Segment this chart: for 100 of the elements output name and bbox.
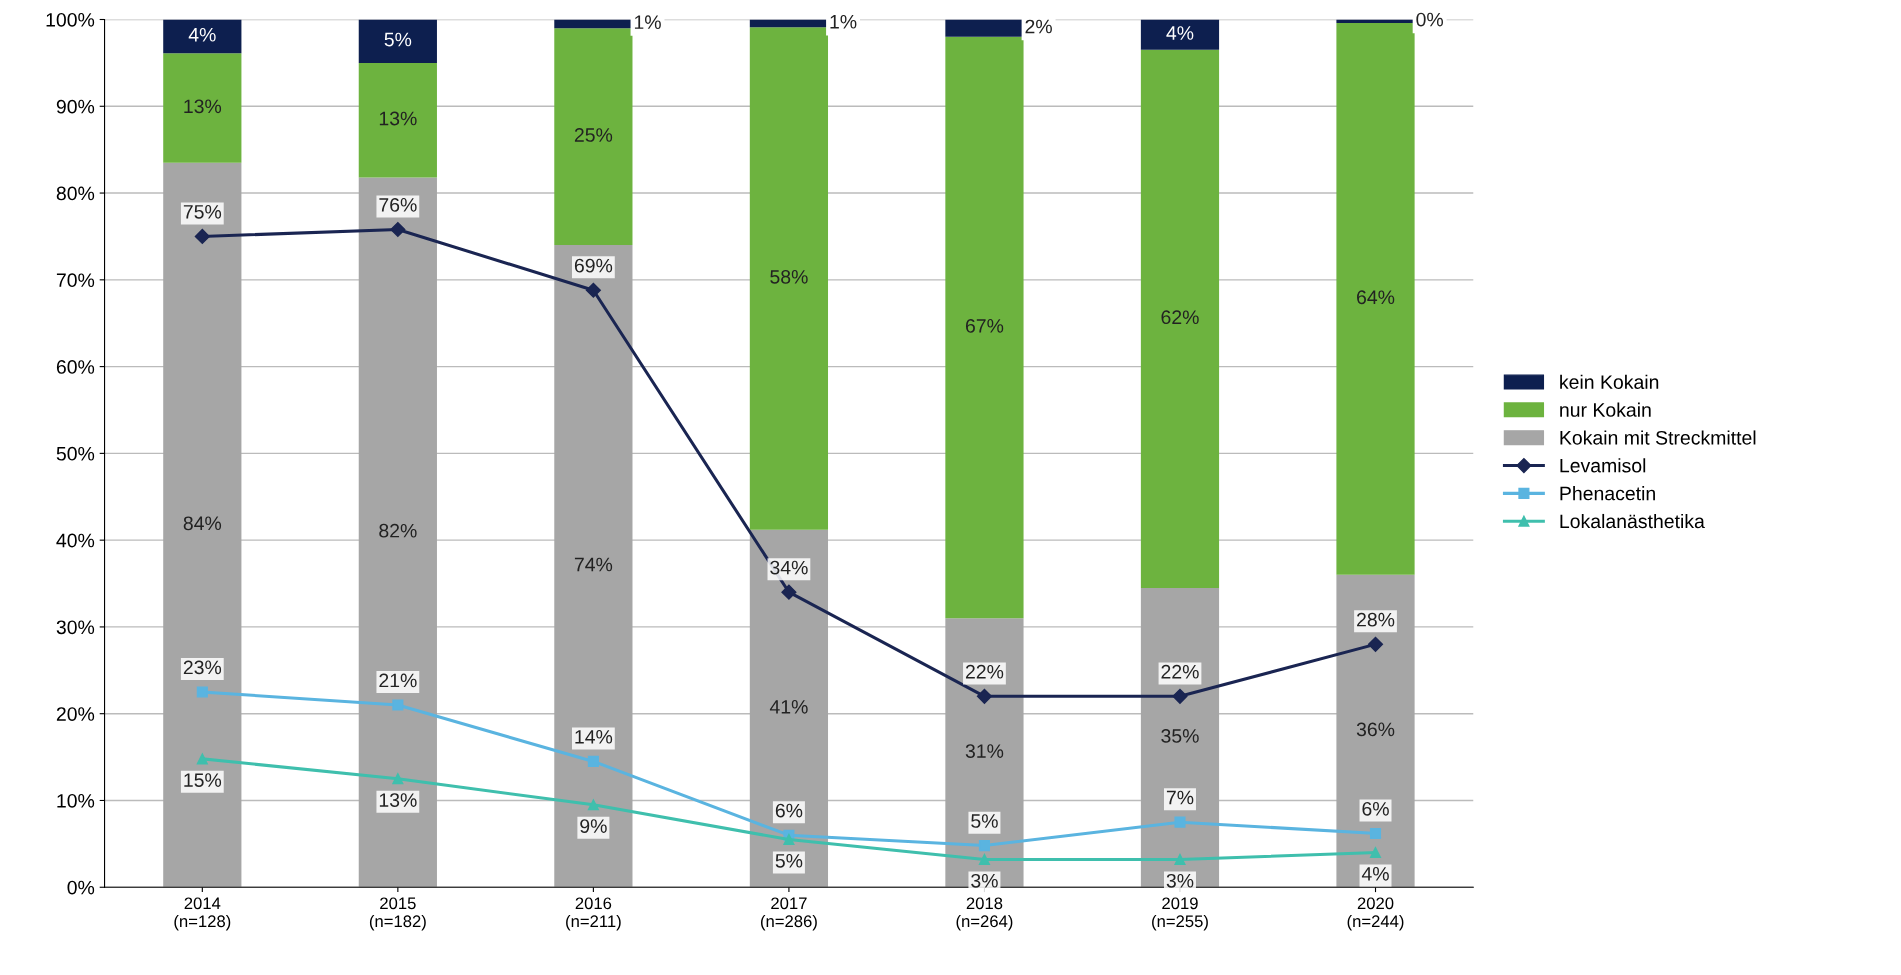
data-label: 13% <box>184 99 222 114</box>
data-label: 3% <box>971 873 998 888</box>
point <box>392 699 404 711</box>
bar <box>945 36 1024 619</box>
data-label: 74% <box>574 557 613 572</box>
legend-label: kein Kokain <box>1560 374 1659 389</box>
data-label: 84% <box>183 516 222 531</box>
data-label: 36% <box>1356 722 1395 737</box>
bar <box>358 62 437 178</box>
data-label: 25% <box>574 128 613 142</box>
data-label: 58% <box>770 269 808 284</box>
data-label: 5% <box>384 32 412 47</box>
data-label: 35% <box>1161 729 1199 743</box>
point <box>976 688 993 704</box>
data-label: 75% <box>183 205 222 219</box>
data-label: 69% <box>574 258 613 273</box>
data-label: 4% <box>188 27 216 42</box>
y-tick-label: 40% <box>56 533 95 548</box>
data-label: 31% <box>965 744 1004 758</box>
y-tick-label: 60% <box>56 360 95 374</box>
point <box>783 833 795 846</box>
data-label: 5% <box>971 814 998 828</box>
bar <box>554 245 633 888</box>
legend-label: Levamisol <box>1560 458 1646 473</box>
legend-label: nur Kokain <box>1560 402 1651 417</box>
data-label: 4% <box>1361 867 1389 881</box>
point <box>196 686 208 698</box>
y-tick-label: 50% <box>56 446 95 461</box>
bar <box>1336 22 1415 575</box>
y-tick-label: 100% <box>46 12 95 27</box>
data-label: 5% <box>775 854 803 868</box>
x-tick-label: 2020 (n=244) <box>1347 897 1404 931</box>
y-tick-label: 70% <box>56 273 95 288</box>
y-tick-label: 10% <box>57 793 95 808</box>
bar <box>358 19 437 63</box>
data-label: 34% <box>770 560 808 575</box>
data-label: 1% <box>830 14 857 29</box>
point <box>194 228 210 245</box>
bar <box>1140 19 1220 50</box>
point <box>1174 853 1186 866</box>
point <box>390 221 406 238</box>
bar <box>1336 574 1415 888</box>
y-tick-label: 90% <box>56 99 95 114</box>
bar <box>554 28 633 246</box>
data-label: 28% <box>1357 612 1395 627</box>
bar <box>163 19 242 54</box>
y-tick-label: 20% <box>56 707 95 721</box>
data-label: 21% <box>379 673 417 688</box>
point <box>587 799 599 811</box>
x-tick-label: 2015 (n=182) <box>369 897 426 931</box>
point <box>1369 846 1382 859</box>
point <box>1172 688 1188 704</box>
data-label: 9% <box>580 819 607 833</box>
bar <box>749 529 829 888</box>
point <box>1174 816 1186 828</box>
data-label: 3% <box>1166 873 1194 888</box>
legend-label: Kokain mit Streckmittel <box>1560 430 1756 445</box>
data-label: 22% <box>1161 664 1199 679</box>
bar <box>1140 49 1220 588</box>
y-tick-label: 80% <box>56 186 95 201</box>
bar <box>1140 587 1220 888</box>
x-tick-label: 2019 (n=255) <box>1152 897 1208 931</box>
data-label: 7% <box>1166 790 1194 805</box>
legend-label: Phenacetin <box>1560 486 1655 501</box>
data-label: 62% <box>1161 310 1199 325</box>
point <box>978 853 991 866</box>
point <box>585 282 601 298</box>
data-label: 23% <box>183 660 222 675</box>
data-label: 41% <box>769 700 808 714</box>
point <box>1369 827 1382 840</box>
legend-label: Lokalanästhetika <box>1560 513 1705 529</box>
data-label: 4% <box>1166 26 1194 40</box>
point <box>1367 636 1384 652</box>
bar <box>358 177 437 888</box>
point <box>196 753 208 765</box>
point <box>781 584 797 600</box>
data-label: 22% <box>965 664 1004 679</box>
bar <box>163 53 242 163</box>
data-label: 0% <box>1416 12 1443 27</box>
data-label: 76% <box>379 197 417 212</box>
data-label: 82% <box>379 523 417 538</box>
x-tick-label: 2016 (n=211) <box>566 897 621 931</box>
bar <box>163 162 242 888</box>
x-tick-label: 2018 (n=264) <box>956 897 1013 931</box>
data-label: 67% <box>965 319 1004 333</box>
data-label: 14% <box>575 730 613 744</box>
data-label: 64% <box>1357 290 1395 305</box>
data-label: 2% <box>1025 19 1052 34</box>
point <box>587 755 599 767</box>
x-tick-label: 2014 (n=128) <box>174 897 231 931</box>
data-label: 13% <box>379 793 417 807</box>
y-tick-label: 0% <box>67 880 95 895</box>
data-label: 1% <box>634 15 661 29</box>
data-label: 15% <box>184 773 222 787</box>
data-label: 6% <box>1362 801 1389 816</box>
data-label: 13% <box>379 111 417 126</box>
point <box>392 773 404 785</box>
x-tick-label: 2017 (n=286) <box>761 897 817 931</box>
point <box>978 840 991 852</box>
bar <box>749 27 829 530</box>
